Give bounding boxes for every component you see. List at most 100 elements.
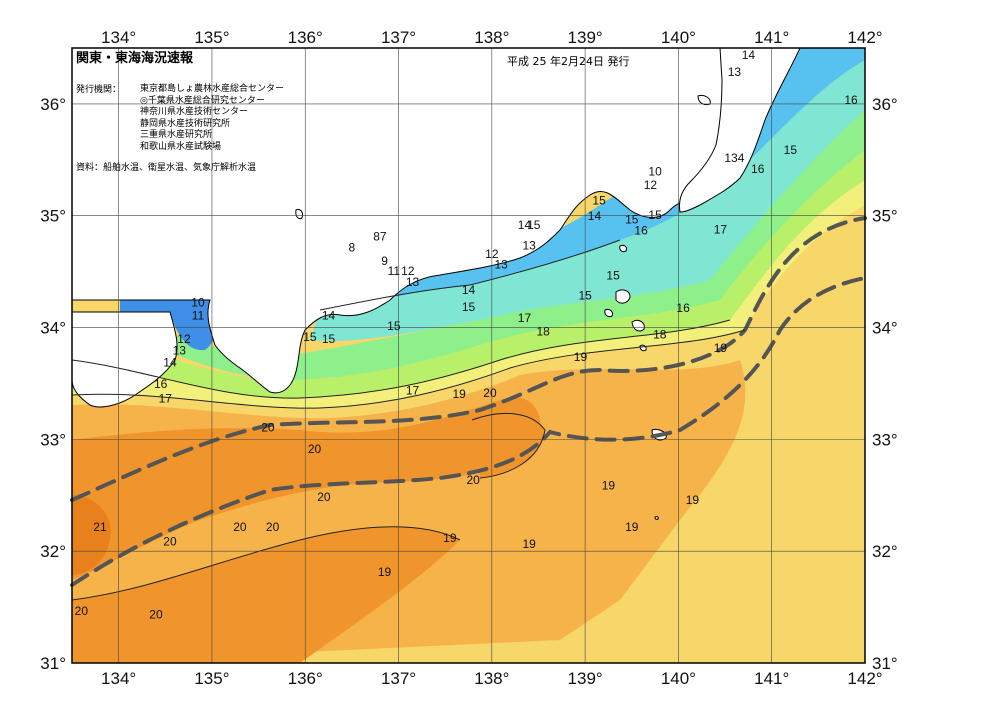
isotherm-label-4: 134 (724, 151, 744, 165)
isotherm-label-1: 13 (728, 65, 742, 79)
isotherm-label-58: 20 (163, 535, 177, 549)
band-20 (72, 397, 541, 580)
latitude-labels-left: 36° 35° 34° 33° 32° 31° (40, 95, 66, 673)
isotherm-label-37: 15 (303, 330, 317, 344)
lon-label-top-139: 139° (568, 28, 603, 47)
isotherm-label-50: 20 (308, 442, 322, 456)
band-20c (472, 413, 545, 478)
land (72, 48, 801, 520)
isotherm-label-63: 20 (75, 604, 89, 618)
isotherm-label-57: 20 (266, 520, 280, 534)
lat-label-right-35: 35° (872, 207, 898, 226)
isotherm-label-10: 15 (625, 213, 639, 227)
map-frame (71, 47, 866, 664)
lon-label-top-141: 141° (754, 28, 789, 47)
band-20b (72, 526, 460, 663)
isotherm-label-44: 16 (154, 377, 168, 391)
isotherm-label-23: 11 (388, 264, 401, 278)
lat-label-left-32: 32° (40, 542, 66, 561)
isotherm-label-11: 15 (648, 208, 662, 222)
isotherm-label-8: 15 (592, 194, 606, 208)
isotherm-label-47: 19 (452, 387, 466, 401)
lat-label-right-34: 34° (872, 319, 898, 338)
isotherm-label-60: 19 (522, 537, 536, 551)
map-title: 関東・東海海況速報 (76, 51, 194, 66)
lat-label-left-34: 34° (40, 319, 66, 338)
isotherm-label-28: 15 (578, 289, 592, 303)
isotherm-label-59: 19 (443, 531, 457, 545)
longitude-labels-top: 134° 135° 136° 137° 138° 139° 140° 141° 142° (101, 28, 883, 47)
kuroshio-south-line (70, 276, 867, 587)
lat-label-left-31: 31° (40, 654, 66, 673)
isotherm-label-26: 14 (462, 283, 476, 297)
issuer-5: 三重県水産研究所 (140, 130, 213, 140)
band-17 (72, 180, 865, 409)
isotherm-label-24: 12 (401, 264, 415, 278)
lat-label-right-31: 31° (872, 654, 898, 673)
latitude-labels-right: 36° 35° 34° 33° 32° 31° (872, 95, 898, 673)
isotherm-label-32: 18 (653, 328, 667, 342)
longitude-labels-bottom: 134° 135° 136° 137° 138° 139° 140° 141° 142° (101, 669, 883, 688)
isotherm-label-54: 19 (686, 493, 700, 507)
issue-date: 平成 25 年2月24日 発行 (507, 55, 630, 68)
isotherm-label-25: 13 (406, 275, 420, 289)
lat-label-left-36: 36° (40, 95, 66, 114)
lat-label-right-36: 36° (872, 95, 898, 114)
issuer-list: 東京都島しょ農林水産総合センター ◎千葉県水産総合研究センター 神奈川県水産技術… (140, 84, 284, 153)
isotherm-label-5: 16 (751, 162, 765, 176)
kuroshio-north-line (70, 216, 867, 502)
lat-label-right-32: 32° (872, 542, 898, 561)
lon-label-bottom-140: 140° (661, 669, 696, 688)
lon-label-top-134: 134° (101, 28, 136, 47)
band-21 (72, 495, 111, 575)
isotherm-label-46: 17 (406, 384, 420, 398)
lat-label-left-33: 33° (40, 430, 66, 449)
isotherm-label-61: 19 (625, 520, 639, 534)
isotherm-label-56: 20 (233, 520, 247, 534)
isotherm-label-49: 20 (261, 421, 275, 435)
lon-label-bottom-138: 138° (474, 669, 509, 688)
miyake (631, 319, 645, 332)
isotherm-label-20: 8 (349, 241, 356, 255)
lon-label-bottom-137: 137° (381, 669, 416, 688)
isotherm-label-43: 14 (163, 356, 177, 370)
isotherm-label-48: 20 (483, 386, 497, 400)
band-10-osaka (120, 300, 219, 351)
lon-label-bottom-141: 141° (754, 669, 789, 688)
isotherm-label-30: 17 (518, 311, 532, 325)
isotherm-label-0: 14 (742, 48, 756, 62)
isotherm-label-2: 16 (844, 93, 858, 107)
band-18 (72, 205, 865, 419)
isotherm-label-3: 15 (784, 143, 798, 157)
mikura (639, 344, 647, 352)
lon-label-top-142: 142° (847, 28, 882, 47)
issuers-label: 発行機関： (76, 85, 122, 95)
lon-label-bottom-134: 134° (101, 669, 136, 688)
issuer-2: ◎千葉県水産総合研究センター (140, 95, 265, 106)
issuer-6: 和歌山県水産試験場 (140, 141, 222, 152)
isotherm-label-27: 15 (462, 300, 476, 314)
lon-label-bottom-142: 142° (847, 669, 882, 688)
isotherm-label-29: 16 (676, 301, 690, 315)
kozu (619, 244, 627, 253)
lon-label-top-136: 136° (288, 28, 323, 47)
isotherm-label-14: 14 (518, 218, 532, 232)
lon-label-top-140: 140° (661, 28, 696, 47)
isotherm-label-41: 12 (177, 332, 191, 346)
isotherm-label-13: 17 (714, 223, 728, 237)
isotherm-label-36: 15 (387, 319, 401, 333)
isotherm-label-19: 15 (606, 268, 620, 282)
oshima (615, 289, 631, 304)
isotherm-label-55: 21 (93, 520, 107, 534)
niijima (604, 309, 613, 318)
isotherm-label-64: 20 (149, 607, 163, 621)
data-source: 資料：船舶水温、衛星水温、気象庁解析水温 (76, 163, 257, 173)
isotherm-label-51: 20 (466, 473, 480, 487)
isotherm-label-17: 12 (485, 247, 499, 261)
lon-label-bottom-139: 139° (568, 669, 603, 688)
temperature-field (72, 48, 865, 663)
boso-peninsula (679, 48, 801, 213)
isotherm-label-16: 13 (522, 238, 536, 252)
lon-label-top-137: 137° (381, 28, 416, 47)
